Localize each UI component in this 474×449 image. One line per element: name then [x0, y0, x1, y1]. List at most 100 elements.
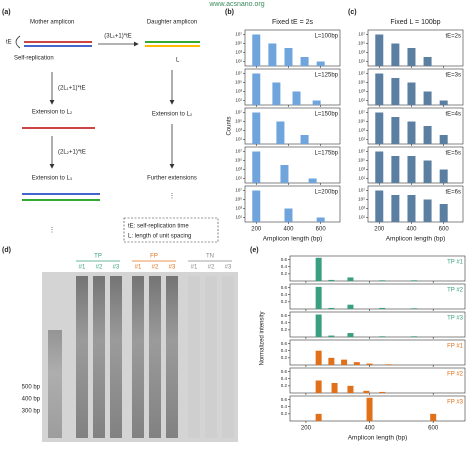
- bar: [379, 280, 386, 281]
- y-tick-label: 0.2: [281, 383, 288, 388]
- bar: [347, 277, 354, 281]
- lane-label: #3: [113, 265, 120, 271]
- bar: [315, 380, 322, 393]
- y-tick-label: 0.2: [281, 299, 288, 304]
- y-tick-label: 0.4: [281, 320, 288, 325]
- bar: [439, 169, 448, 183]
- bar: [375, 151, 384, 183]
- diagram-text: Extension to L₂: [152, 112, 193, 118]
- subplot-annotation: L=125bp: [314, 73, 338, 79]
- ladder-lane: [48, 330, 62, 438]
- diagram-shapes: ⋮ ⋮: [15, 35, 219, 243]
- loop: [15, 35, 21, 49]
- gel-lane: [149, 276, 161, 438]
- bar: [411, 336, 418, 337]
- lane-label: #1: [79, 265, 86, 271]
- gel-lane: [205, 276, 217, 438]
- gel-lane: [188, 276, 200, 438]
- y-tick-label: 10¹: [358, 215, 365, 220]
- y-tick-label: 10³: [235, 128, 242, 133]
- bar: [407, 48, 416, 66]
- plot-frame: [289, 255, 466, 282]
- subplot-annotation: tE=4s: [445, 112, 461, 118]
- bar: [407, 156, 416, 183]
- group-label: TP: [94, 254, 102, 260]
- bar: [353, 362, 360, 365]
- lane-label: #3: [225, 265, 232, 271]
- bar: [430, 413, 437, 421]
- y-tick-label: 10¹: [358, 137, 365, 142]
- y-tick-label: 10⁵: [358, 119, 365, 124]
- bar: [423, 91, 432, 105]
- x-axis-label: Amplicon length (bp): [348, 435, 408, 442]
- y-tick-label: 0.2: [281, 355, 288, 360]
- bar: [391, 78, 400, 105]
- bar: [328, 335, 335, 337]
- plot-frame: [244, 68, 341, 106]
- y-tick-label: 10¹: [235, 59, 242, 64]
- bar: [331, 383, 338, 393]
- bar: [423, 57, 432, 66]
- bar: [411, 308, 418, 309]
- plot-frame: [244, 185, 341, 223]
- y-tick-label: 10⁵: [358, 158, 365, 163]
- panel-label: (a): [2, 9, 11, 16]
- bar: [315, 350, 322, 365]
- bar: [252, 151, 261, 183]
- bar: [292, 91, 301, 105]
- plot-frame: [289, 367, 466, 394]
- bar: [272, 82, 281, 105]
- bar: [315, 286, 322, 309]
- x-tick-label: 400: [406, 227, 417, 233]
- gel-lane: [166, 276, 178, 438]
- plot-frame: [244, 107, 341, 145]
- subplot-annotation: L=100bp: [314, 34, 338, 40]
- bar: [375, 73, 384, 105]
- marker-label: 500 bp: [22, 385, 41, 391]
- subplot-annotation: tE=3s: [445, 73, 461, 79]
- y-tick-label: 10³: [235, 89, 242, 94]
- lane-label: #3: [169, 265, 176, 271]
- plot-frame: [289, 395, 466, 422]
- journal-url: www.acsnano.org: [208, 1, 264, 8]
- subplot-annotation: tE=2s: [445, 34, 461, 40]
- y-tick-label: 10¹: [358, 176, 365, 181]
- x-tick-label: 600: [316, 227, 327, 233]
- bar: [363, 390, 370, 393]
- bar: [423, 160, 432, 183]
- y-tick-label: 10⁷: [235, 188, 242, 193]
- plot-frame: [289, 283, 466, 310]
- gel-lane: [76, 276, 88, 438]
- y-tick-label: 0.4: [281, 264, 288, 269]
- bar: [439, 135, 448, 144]
- y-tick-label: 10⁷: [358, 71, 365, 76]
- y-tick-label: 10³: [235, 50, 242, 55]
- bar: [315, 314, 322, 337]
- bar: [439, 204, 448, 222]
- y-tick-label: 10⁵: [235, 197, 242, 202]
- y-tick-label: 10⁵: [235, 119, 242, 124]
- diagram-text: tE: [6, 40, 12, 46]
- ellipsis: ⋮: [49, 228, 55, 234]
- bar: [284, 208, 293, 222]
- panel-label: (b): [225, 9, 234, 16]
- bar: [341, 359, 348, 365]
- bar: [280, 165, 289, 183]
- subplot-annotation: TP #2: [447, 288, 464, 294]
- marker-label: 300 bp: [22, 409, 41, 415]
- bar: [300, 57, 309, 66]
- y-tick-label: 10⁵: [235, 80, 242, 85]
- marker-label: 400 bp: [22, 397, 41, 403]
- y-tick-label: 0.4: [281, 376, 288, 381]
- bar: [391, 195, 400, 222]
- y-axis-label: Normalized intensity: [260, 311, 266, 365]
- bar: [375, 34, 384, 66]
- y-tick-label: 10³: [358, 50, 365, 55]
- y-tick-label: 10⁷: [358, 149, 365, 154]
- diagram-text: Extension to L₂: [32, 110, 73, 116]
- diagram-text: L: [176, 58, 180, 64]
- plot-frame: [367, 146, 464, 184]
- bar: [375, 190, 384, 222]
- bar: [268, 43, 277, 66]
- bar: [411, 280, 418, 281]
